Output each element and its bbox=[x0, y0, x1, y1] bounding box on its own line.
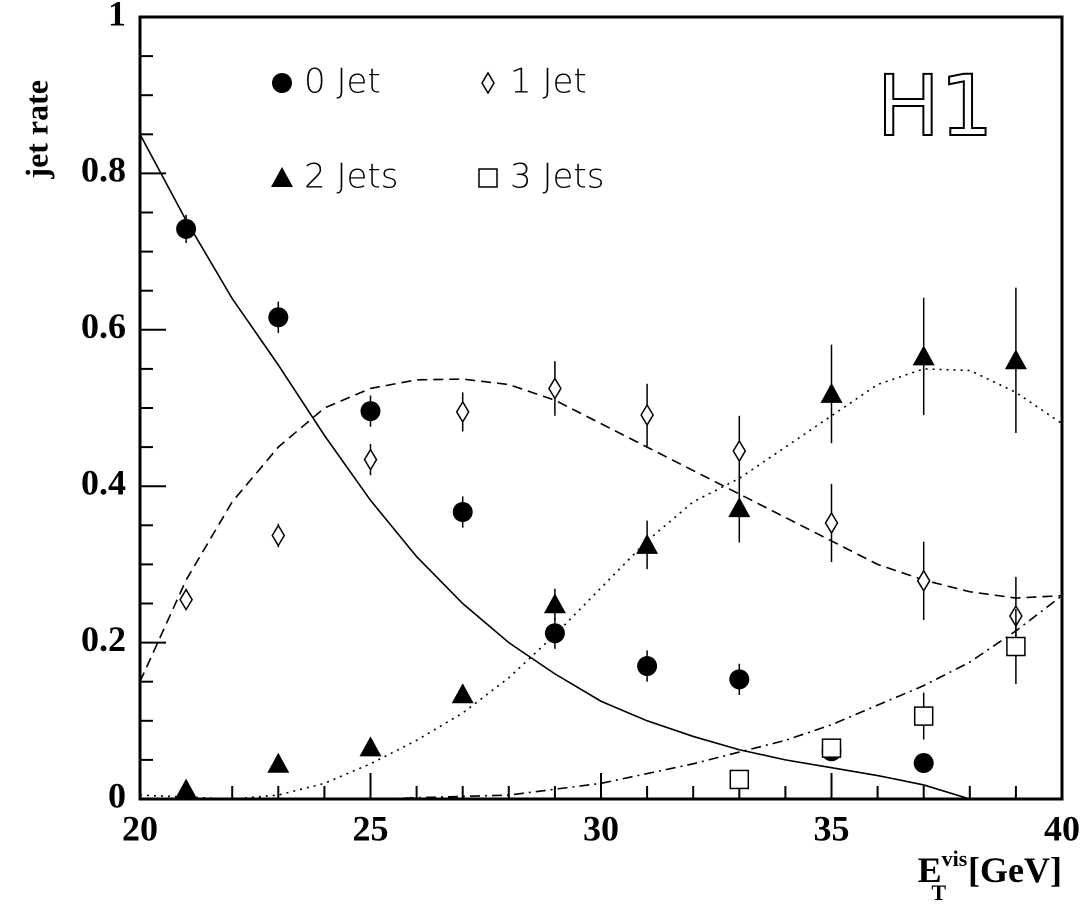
x-tick-label: 20 bbox=[122, 808, 158, 848]
point bbox=[728, 497, 751, 518]
point bbox=[179, 588, 193, 612]
point bbox=[637, 656, 658, 677]
point bbox=[636, 533, 659, 554]
point bbox=[916, 569, 931, 593]
point bbox=[268, 307, 289, 328]
legend-marker bbox=[271, 167, 293, 187]
x-label-sup: vis bbox=[942, 846, 968, 871]
y-tick-label: 0.2 bbox=[81, 619, 126, 659]
x-label-base: E bbox=[918, 850, 942, 890]
point bbox=[175, 778, 198, 799]
legend-label: 3 Jets bbox=[510, 157, 604, 197]
legend-label: 2 Jets bbox=[304, 157, 398, 197]
legend-label: 1 Jet bbox=[510, 62, 587, 102]
x-tick-label: 35 bbox=[814, 808, 850, 848]
y-axis-label: jet rate bbox=[18, 80, 54, 180]
point bbox=[451, 683, 474, 704]
y-tick-label: 0 bbox=[108, 775, 126, 815]
point bbox=[267, 752, 290, 773]
point bbox=[176, 218, 197, 239]
x-tick-label: 40 bbox=[1044, 808, 1080, 848]
x-tick-label: 25 bbox=[353, 808, 389, 848]
point bbox=[729, 669, 750, 690]
x-tick-label: 30 bbox=[583, 808, 619, 848]
y-tick-label: 0.8 bbox=[81, 150, 126, 190]
legend-label: 0 Jet bbox=[304, 62, 381, 102]
point bbox=[543, 593, 566, 614]
model-curve bbox=[139, 133, 971, 800]
point bbox=[729, 769, 750, 790]
point bbox=[271, 524, 286, 547]
model-curve bbox=[139, 368, 1063, 800]
y-tick-label: 1 bbox=[108, 0, 126, 33]
y-tick-label: 0.6 bbox=[81, 306, 126, 346]
point bbox=[640, 403, 654, 427]
point bbox=[544, 623, 565, 644]
legend-marker bbox=[272, 73, 292, 93]
y-tick-label: 0.4 bbox=[81, 462, 126, 502]
x-label-sub: T bbox=[931, 880, 946, 905]
point bbox=[913, 706, 934, 726]
point bbox=[360, 401, 381, 422]
point bbox=[913, 753, 934, 774]
point bbox=[821, 738, 842, 758]
point bbox=[363, 448, 378, 472]
point bbox=[820, 382, 843, 403]
point bbox=[452, 502, 473, 523]
legend-marker bbox=[478, 168, 498, 188]
point bbox=[548, 376, 562, 400]
point bbox=[455, 400, 470, 424]
point bbox=[1006, 636, 1026, 657]
x-label-unit: [GeV] bbox=[968, 850, 1062, 890]
point bbox=[824, 511, 839, 535]
legend-marker bbox=[481, 71, 495, 95]
point bbox=[1004, 349, 1027, 370]
x-axis-label: Evis T [GeV] bbox=[918, 846, 1062, 905]
annotation: H1 bbox=[877, 57, 994, 155]
point bbox=[912, 345, 935, 366]
point bbox=[359, 736, 382, 757]
point bbox=[732, 439, 747, 463]
model-curve bbox=[139, 378, 1063, 683]
model-curve bbox=[140, 595, 1063, 800]
